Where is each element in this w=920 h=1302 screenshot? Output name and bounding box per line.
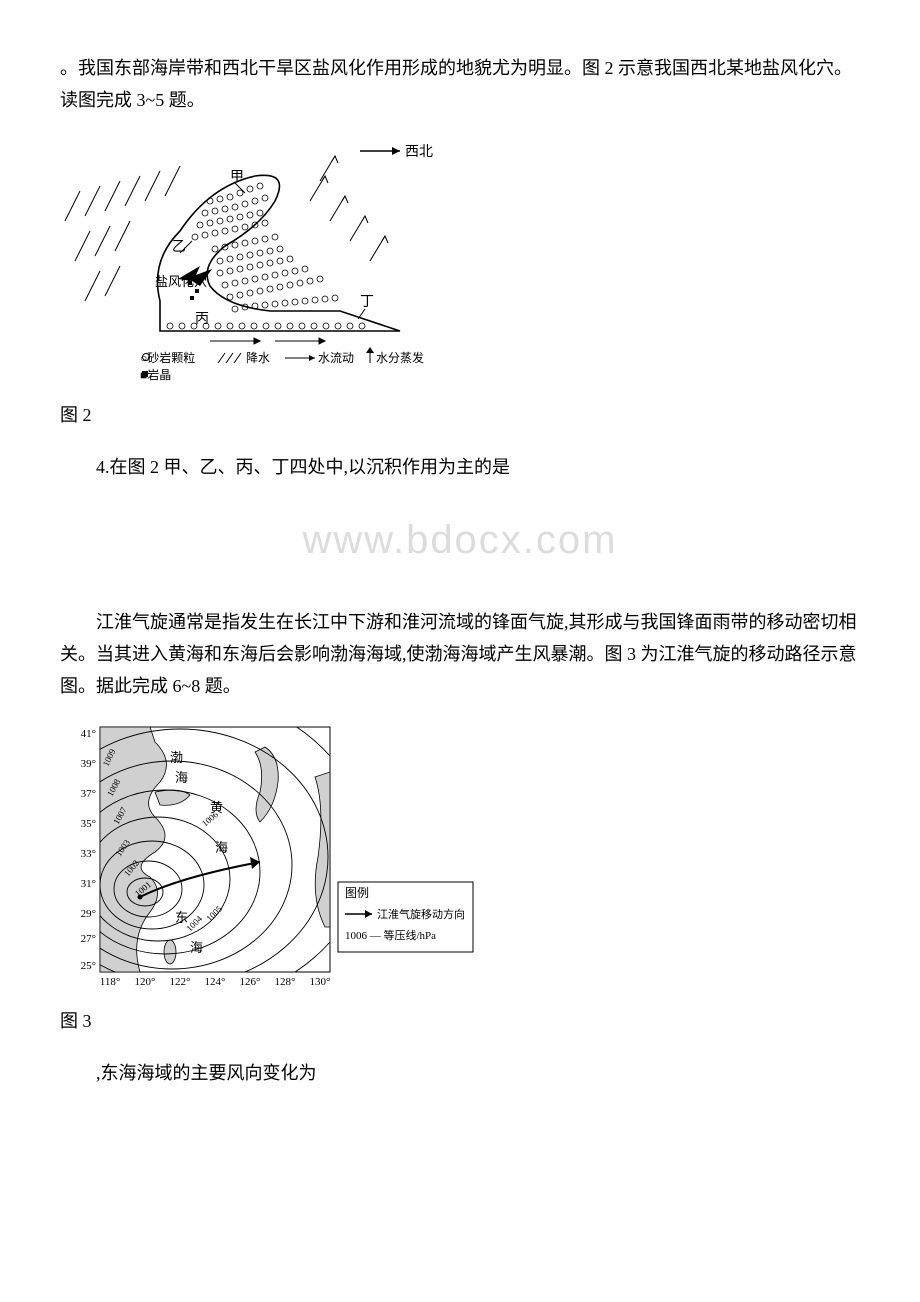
question-tail: ,东海海域的主要风向变化为 xyxy=(60,1057,860,1089)
fig3-lat-1: 39° xyxy=(81,758,96,770)
question-4: 4.在图 2 甲、乙、丙、丁四处中,以沉积作用为主的是 xyxy=(60,451,860,483)
fig2-label-ding: 丁 xyxy=(360,295,374,310)
fig3-legend-title: 图例 xyxy=(345,886,369,900)
fig3-lon-3: 124° xyxy=(205,976,226,988)
fig3-lon-2: 122° xyxy=(170,976,191,988)
fig3-legend-arrow: 江淮气旋移动方向 xyxy=(377,907,465,921)
fig3-lat-2: 37° xyxy=(81,788,96,800)
fig2-label-yi: 乙 xyxy=(172,239,186,255)
fig3-lon-0: 118° xyxy=(100,976,121,988)
fig2-legend-sha: ○砂岩颗粒 xyxy=(140,350,195,365)
fig2-legend-yanjing: ■岩晶 xyxy=(140,367,171,382)
fig3-sea-hai1: 海 xyxy=(175,770,188,785)
fig2-legend-shuiliu: 水流动 xyxy=(318,351,354,365)
fig3-lat-7: 27° xyxy=(81,933,96,945)
figure-2-svg: 西北 甲 乙 盐风化穴 丙 丁 xyxy=(60,131,440,391)
fig3-legend-isobar: 1006 — 等压线/hPa xyxy=(345,928,436,942)
fig2-legend-zhengfa: 水分蒸发 xyxy=(376,350,424,365)
fig3-sea-hai2: 海 xyxy=(215,840,228,855)
fig3-sea-hai3: 海 xyxy=(190,940,203,955)
fig3-lat-0: 41° xyxy=(81,728,96,740)
figure-3-svg: 41° 39° 37° 35° 33° 31° 29° 27° 25° 118°… xyxy=(60,717,480,997)
fig3-lat-8: 25° xyxy=(81,960,96,972)
fig3-lon-6: 130° xyxy=(310,976,331,988)
fig3-sea-dong: 东 xyxy=(175,910,188,925)
fig3-lat-4: 33° xyxy=(81,848,96,860)
intro-paragraph-2: 江淮气旋通常是指发生在长江中下游和淮河流域的锋面气旋,其形成与我国锋面雨带的移动… xyxy=(60,606,860,703)
fig3-lat-6: 29° xyxy=(81,908,96,920)
intro-paragraph-1: 。我国东部海岸带和西北干旱区盐风化作用形成的地貌尤为明显。图 2 示意我国西北某… xyxy=(60,52,860,117)
fig2-arrow-label: 西北 xyxy=(405,144,433,160)
figure-2-caption: 图 2 xyxy=(60,399,860,431)
figure-2: 西北 甲 乙 盐风化穴 丙 丁 xyxy=(60,131,860,391)
fig2-legend-jiangshui: 降水 xyxy=(246,351,270,365)
figure-3: 41° 39° 37° 35° 33° 31° 29° 27° 25° 118°… xyxy=(60,717,860,997)
fig3-lon-4: 126° xyxy=(240,976,261,988)
fig3-lon-5: 128° xyxy=(275,976,296,988)
fig2-label-jia: 甲 xyxy=(230,170,244,185)
figure-3-caption: 图 3 xyxy=(60,1005,860,1037)
fig3-sea-bo: 渤 xyxy=(170,750,183,765)
fig2-label-bing: 丙 xyxy=(195,312,209,327)
fig3-lon-1: 120° xyxy=(135,976,156,988)
fig3-sea-huang: 黄 xyxy=(210,800,223,815)
watermark: www.bdocx.com xyxy=(60,504,860,576)
fig3-lat-3: 35° xyxy=(81,818,96,830)
fig3-lat-5: 31° xyxy=(81,878,96,890)
